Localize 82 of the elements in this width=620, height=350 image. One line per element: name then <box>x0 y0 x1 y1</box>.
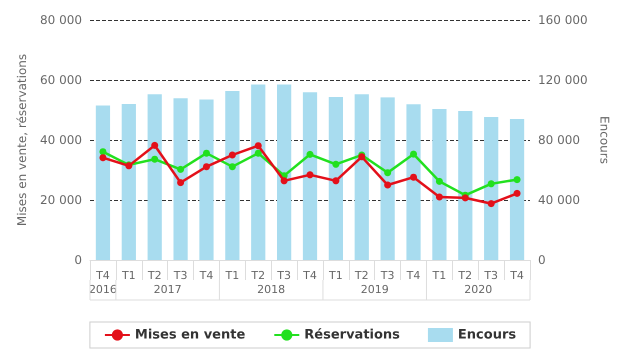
text: 2020 <box>464 283 492 296</box>
x-tick-label: T1 <box>432 269 446 282</box>
legend-label: Encours <box>458 328 516 342</box>
y2-tick-label: 120 000 <box>538 73 588 87</box>
point <box>202 163 210 170</box>
x-tick-label: T2 <box>457 269 472 282</box>
point <box>488 180 495 188</box>
point <box>202 150 210 157</box>
bar <box>458 111 472 260</box>
bar <box>277 84 292 260</box>
text: 2017 <box>154 283 182 296</box>
text: 2016 <box>88 283 117 296</box>
x-tick-label: T2 <box>250 269 266 282</box>
point <box>410 150 418 158</box>
x-tick-label: T4 <box>95 269 110 282</box>
y-tick-label: 80 000 <box>40 13 82 27</box>
y-tick-label: 60 000 <box>40 73 82 87</box>
point <box>99 148 106 156</box>
text: 2019 <box>360 283 389 296</box>
point <box>436 178 443 185</box>
y-tick-label: 40 000 <box>40 133 82 147</box>
bar <box>354 94 369 260</box>
point <box>384 182 392 188</box>
bar <box>302 92 318 260</box>
y2-tick-label: 80 000 <box>538 133 580 147</box>
point <box>228 163 236 170</box>
point <box>514 176 521 184</box>
bar <box>510 119 524 260</box>
point <box>254 150 262 157</box>
bar <box>96 106 110 260</box>
point <box>332 177 340 184</box>
x-tick-label: T4 <box>509 269 524 282</box>
point <box>384 169 392 176</box>
x-tick-label: T1 <box>120 269 136 282</box>
bar <box>122 104 136 260</box>
point <box>488 200 495 208</box>
point <box>280 177 288 184</box>
point <box>332 160 340 168</box>
y2-tick-label: 0 <box>538 253 546 267</box>
x-tick-label: T3 <box>380 269 395 282</box>
bar <box>328 96 343 260</box>
x-tick-label: T3 <box>276 269 291 282</box>
point <box>254 142 262 150</box>
x-tick-label: T4 <box>198 269 214 282</box>
legend-label: Réservations <box>304 328 400 342</box>
point <box>306 171 314 178</box>
y2-axis-title: Encours <box>598 116 612 164</box>
point <box>151 142 158 149</box>
point <box>462 194 469 202</box>
x-tick-label: T3 <box>172 269 188 282</box>
bar <box>173 98 188 260</box>
point <box>151 156 158 163</box>
x-tick-label: T2 <box>146 269 162 282</box>
x-tick-label: T1 <box>328 269 343 282</box>
bar <box>199 100 214 260</box>
x-tick-label: T1 <box>224 269 240 282</box>
x-tick-label: T4 <box>406 269 420 282</box>
y2-tick-label: 160 000 <box>538 13 588 27</box>
point <box>99 154 106 162</box>
bar <box>225 90 240 260</box>
bar <box>484 117 498 260</box>
x-tick-label: T3 <box>483 269 498 282</box>
point <box>228 152 236 158</box>
bar <box>251 84 266 260</box>
x-tick-label: T4 <box>302 269 317 282</box>
bar <box>148 94 162 260</box>
text: 2018 <box>257 283 286 296</box>
point <box>177 166 184 173</box>
point <box>306 150 314 158</box>
y-tick-label: 20 000 <box>40 193 82 207</box>
y-tick-label: 0 <box>74 253 82 267</box>
point <box>436 194 443 200</box>
point <box>177 179 184 186</box>
point <box>410 174 418 181</box>
x-tick-label: T2 <box>354 269 369 282</box>
y2-tick-label: 40 000 <box>538 193 580 207</box>
y-axis-title: Mises en vente, réservations <box>15 54 29 226</box>
legend-label: Mises en vente <box>134 328 246 342</box>
bar <box>380 97 395 260</box>
bar <box>432 108 447 260</box>
point <box>514 190 521 197</box>
bar <box>406 104 421 260</box>
